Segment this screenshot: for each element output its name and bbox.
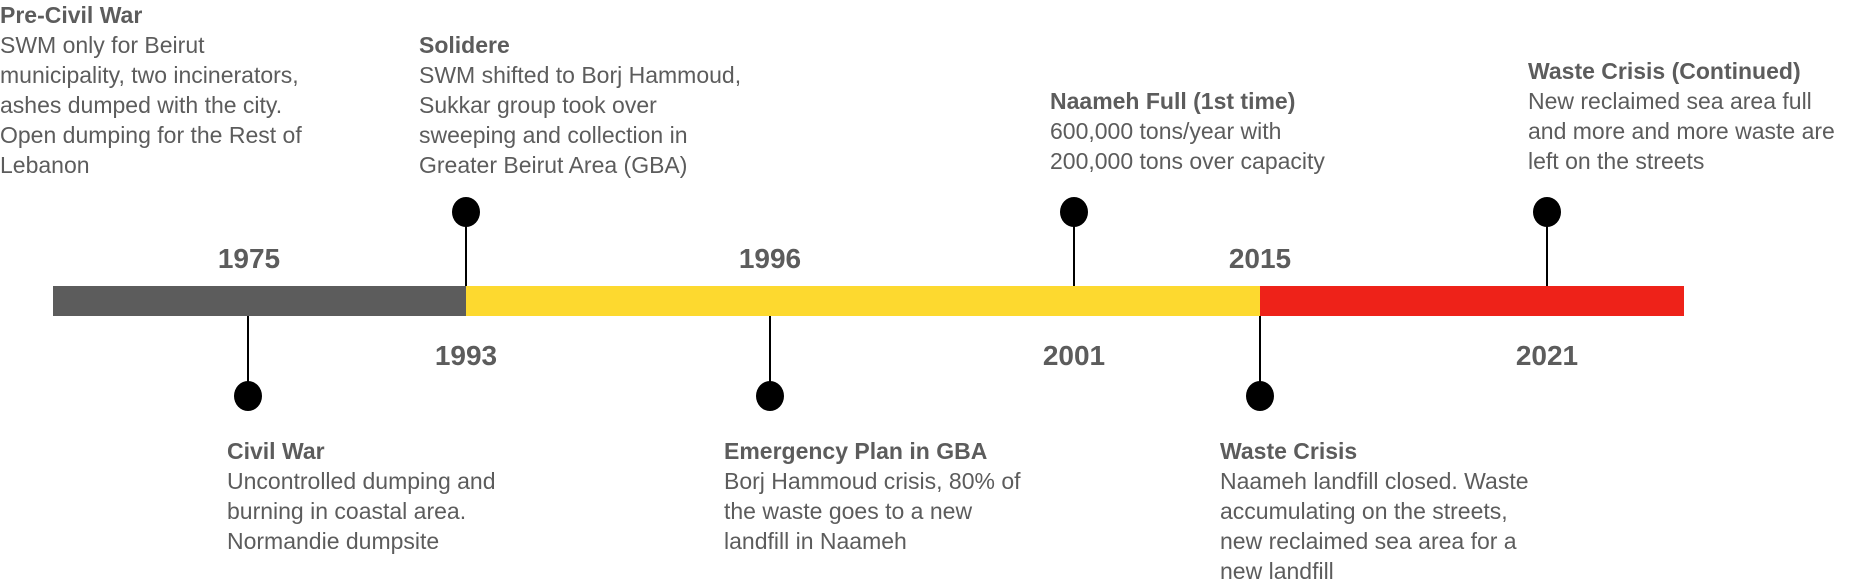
year-label: 2021 <box>1515 340 1579 371</box>
pin-dot-solidere <box>452 197 480 227</box>
event-text-line: Normandie dumpsite <box>227 528 440 554</box>
event-title: Solidere <box>419 32 510 58</box>
event-title: Emergency Plan in GBA <box>724 438 988 464</box>
event-title: Waste Crisis (Continued) <box>1528 58 1801 84</box>
event-title: Naameh Full (1st time) <box>1050 88 1296 114</box>
event-text-line: accumulating on the streets, <box>1220 498 1508 524</box>
event-text-line: the waste goes to a new <box>724 498 973 524</box>
event-text-line: SWM only for Beirut <box>0 32 205 58</box>
pin-dot-waste-crisis <box>1246 381 1274 411</box>
event-text-line: Borj Hammoud crisis, 80% of <box>724 468 1021 494</box>
year-label: 1975 <box>217 243 281 274</box>
pin-stem-solidere <box>465 212 467 286</box>
event-text-line: Sukkar group took over <box>419 92 657 118</box>
event-text-line: 600,000 tons/year with <box>1050 118 1282 144</box>
year-label: 1993 <box>434 340 498 371</box>
timeline-period-post-2015 <box>1260 286 1684 316</box>
year-label: 2015 <box>1228 243 1292 274</box>
pin-stem-emergency-plan <box>769 316 771 396</box>
event-text-line: Lebanon <box>0 152 90 178</box>
event-text-line: landfill in Naameh <box>724 528 907 554</box>
event-solidere: Solidere SWM shifted to Borj Hammoud, Su… <box>419 30 741 180</box>
event-text-line: 200,000 tons over capacity <box>1050 148 1325 174</box>
event-text-line: Greater Beirut Area (GBA) <box>419 152 688 178</box>
event-text-line: new reclaimed sea area for a <box>1220 528 1517 554</box>
pin-stem-waste-crisis <box>1259 316 1261 396</box>
pin-stem-civil-war <box>247 316 249 396</box>
event-text-line: ashes dumped with the city. <box>0 92 283 118</box>
event-text-line: Uncontrolled dumping and <box>227 468 496 494</box>
pin-dot-waste-crisis-continued <box>1533 197 1561 227</box>
timeline-period-1993-2015 <box>466 286 1260 316</box>
event-text-line: left on the streets <box>1528 148 1705 174</box>
event-naameh-full: Naameh Full (1st time) 600,000 tons/year… <box>1050 86 1325 176</box>
pin-dot-naameh-full <box>1060 197 1088 227</box>
event-text-line: Open dumping for the Rest of <box>0 122 302 148</box>
event-text-line: New reclaimed sea area full <box>1528 88 1812 114</box>
event-text-line: Naameh landfill closed. Waste <box>1220 468 1529 494</box>
event-text-line: and more and more waste are <box>1528 118 1835 144</box>
event-text-line: SWM shifted to Borj Hammoud, <box>419 62 742 88</box>
event-title: Waste Crisis <box>1220 438 1358 464</box>
event-title: Civil War <box>227 438 325 464</box>
event-text-line: new landfill <box>1220 558 1334 584</box>
timeline-period-pre-1993 <box>53 286 466 316</box>
event-waste-crisis-continued: Waste Crisis (Continued) New reclaimed s… <box>1528 56 1835 176</box>
event-civil-war: Civil War Uncontrolled dumping and burni… <box>227 436 496 556</box>
year-label: 1996 <box>738 243 802 274</box>
event-emergency-plan: Emergency Plan in GBA Borj Hammoud crisi… <box>724 436 1021 556</box>
event-text-line: sweeping and collection in <box>419 122 688 148</box>
event-text-line: municipality, two incinerators, <box>0 62 299 88</box>
year-label: 2001 <box>1042 340 1106 371</box>
pin-dot-civil-war <box>234 381 262 411</box>
pin-stem-waste-crisis-continued <box>1546 212 1548 286</box>
pin-stem-naameh-full <box>1073 212 1075 286</box>
pin-dot-emergency-plan <box>756 381 784 411</box>
event-waste-crisis: Waste Crisis Naameh landfill closed. Was… <box>1220 436 1529 586</box>
event-pre-civil-war: Pre-Civil War SWM only for Beirut munici… <box>0 0 302 180</box>
event-text-line: burning in coastal area. <box>227 498 467 524</box>
event-title: Pre-Civil War <box>0 2 143 28</box>
